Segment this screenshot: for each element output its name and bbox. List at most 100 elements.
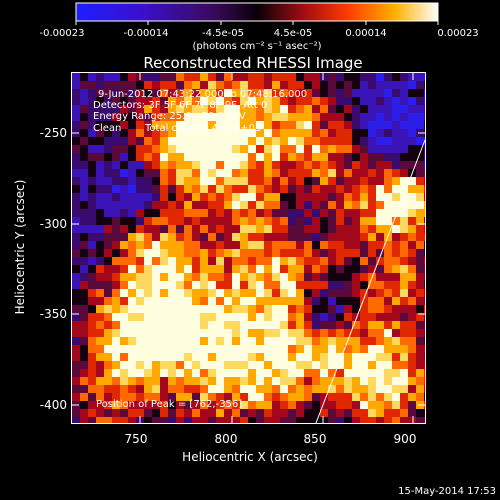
image-pixel [344, 353, 352, 361]
image-pixel [72, 137, 80, 145]
image-pixel [304, 281, 312, 289]
image-pixel [112, 289, 120, 297]
image-pixel [128, 297, 136, 305]
image-pixel [336, 273, 344, 281]
image-pixel [160, 361, 168, 369]
image-pixel [128, 417, 136, 423]
image-pixel [152, 241, 160, 249]
image-pixel [248, 337, 256, 345]
image-pixel [272, 169, 280, 177]
image-pixel [376, 297, 384, 305]
image-pixel [224, 345, 232, 353]
image-pixel [304, 89, 312, 97]
image-pixel [144, 257, 152, 265]
image-pixel [312, 137, 320, 145]
image-pixel [376, 257, 384, 265]
image-pixel [152, 113, 160, 121]
image-pixel [280, 273, 288, 281]
image-pixel [200, 321, 208, 329]
image-pixel [88, 377, 96, 385]
image-pixel [176, 233, 184, 241]
image-pixel [408, 393, 416, 401]
image-pixel [88, 73, 96, 81]
image-pixel [256, 369, 264, 377]
image-pixel [336, 177, 344, 185]
image-pixel [200, 73, 208, 81]
image-pixel [232, 89, 240, 97]
image-pixel [184, 209, 192, 217]
image-pixel [120, 401, 128, 409]
image-pixel [176, 401, 184, 409]
image-pixel [288, 297, 296, 305]
image-pixel [296, 369, 304, 377]
image-pixel [312, 169, 320, 177]
image-pixel [176, 177, 184, 185]
image-pixel [272, 345, 280, 353]
image-pixel [104, 145, 112, 153]
image-pixel [136, 105, 144, 113]
image-pixel [408, 385, 416, 393]
image-pixel [224, 393, 232, 401]
image-pixel [80, 305, 88, 313]
image-pixel [408, 281, 416, 289]
image-pixel [368, 393, 376, 401]
image-pixel [424, 385, 425, 393]
image-pixel [96, 153, 104, 161]
image-pixel [392, 129, 400, 137]
image-pixel [216, 289, 224, 297]
image-pixel [376, 225, 384, 233]
rhessi-image [72, 73, 425, 423]
image-pixel [152, 201, 160, 209]
image-pixel [184, 193, 192, 201]
image-pixel [192, 353, 200, 361]
image-pixel [400, 81, 408, 89]
image-pixel [384, 145, 392, 153]
image-pixel [280, 345, 288, 353]
image-pixel [288, 401, 296, 409]
image-pixel [88, 97, 96, 105]
image-pixel [392, 137, 400, 145]
image-pixel [88, 113, 96, 121]
image-pixel [272, 177, 280, 185]
image-pixel [328, 121, 336, 129]
image-pixel [336, 385, 344, 393]
image-pixel [296, 409, 304, 417]
image-pixel [304, 121, 312, 129]
image-pixel [168, 217, 176, 225]
image-pixel [384, 137, 392, 145]
x-tick-label: 900 [394, 432, 417, 446]
image-pixel [264, 305, 272, 313]
image-pixel [104, 105, 112, 113]
image-pixel [312, 193, 320, 201]
image-pixel [112, 97, 120, 105]
image-pixel [272, 209, 280, 217]
image-pixel [424, 97, 425, 105]
image-pixel [384, 417, 392, 423]
image-pixel [424, 145, 425, 153]
image-pixel [144, 329, 152, 337]
image-pixel [408, 177, 416, 185]
image-pixel [288, 209, 296, 217]
image-pixel [160, 265, 168, 273]
image-pixel [400, 289, 408, 297]
image-pixel [424, 353, 425, 361]
image-pixel [360, 233, 368, 241]
image-pixel [360, 89, 368, 97]
image-pixel [256, 265, 264, 273]
image-pixel [424, 265, 425, 273]
image-pixel [360, 417, 368, 423]
image-pixel [144, 369, 152, 377]
image-pixel [240, 105, 248, 113]
image-pixel [128, 153, 136, 161]
image-pixel [344, 201, 352, 209]
image-pixel [240, 273, 248, 281]
image-pixel [240, 361, 248, 369]
image-pixel [360, 225, 368, 233]
image-pixel [344, 305, 352, 313]
image-pixel [384, 353, 392, 361]
image-pixel [400, 329, 408, 337]
image-pixel [216, 345, 224, 353]
image-pixel [136, 361, 144, 369]
image-pixel [160, 321, 168, 329]
y-axis-label: Heliocentric Y (arcsec) [13, 180, 27, 315]
